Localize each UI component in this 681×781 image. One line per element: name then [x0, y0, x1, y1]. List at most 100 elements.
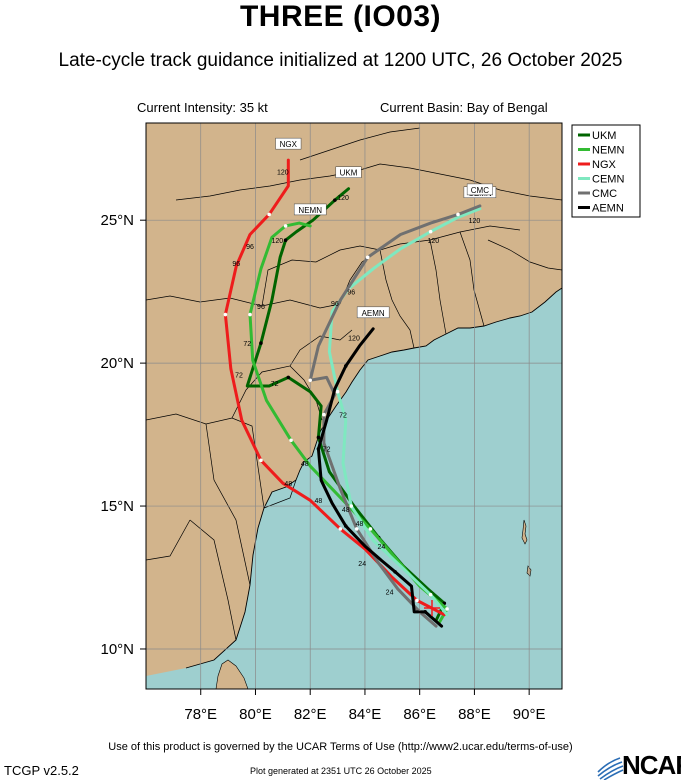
forecast-hour-label: 96 — [232, 261, 240, 268]
lat-tick-label: 20°N — [100, 355, 134, 372]
version-label: TCGP v2.5.2 — [4, 763, 79, 778]
andaman-islands — [521, 519, 532, 577]
coastline — [185, 287, 562, 669]
track-point — [428, 592, 433, 597]
legend-label: NGX — [592, 159, 617, 171]
track-point — [259, 458, 263, 463]
track-end-label-box — [356, 306, 390, 319]
track-point — [349, 504, 354, 508]
lat-lon-grid — [146, 123, 562, 689]
track-end-label: UKM — [340, 169, 358, 178]
track-end-label: NGX — [280, 140, 298, 149]
track-point — [415, 598, 419, 603]
forecast-hour-label: 96 — [257, 304, 265, 311]
ncar-logo-text: NCAR — [622, 750, 681, 780]
lon-tick-label: 88°E — [458, 706, 491, 723]
forecast-hour-label: 48 — [301, 461, 309, 468]
track-point — [267, 212, 271, 217]
legend-label: UKM — [592, 130, 616, 142]
terms-of-use: Use of this product is governed by the U… — [108, 741, 573, 753]
track-point — [322, 412, 326, 417]
track-point — [316, 435, 321, 440]
forecast-hour-label: 72 — [323, 447, 331, 454]
track-cmc — [308, 204, 482, 628]
forecast-hour-label: 120 — [277, 169, 289, 176]
track-aemn — [316, 327, 444, 628]
current-basin: Current Basin: Bay of Bengal — [380, 100, 548, 115]
track-point — [445, 607, 449, 611]
forecast-tracks — [223, 158, 482, 628]
lon-tick-label: 82°E — [294, 706, 327, 723]
track-point — [343, 364, 348, 368]
track-point — [368, 527, 373, 531]
forecast-hour-label: 96 — [246, 244, 254, 251]
legend: UKM NEMN NGX CEMN CMC AEMN — [571, 124, 641, 218]
map-frame — [145, 122, 563, 690]
forecast-hour-label: 96 — [347, 290, 355, 297]
track-point — [354, 527, 359, 531]
forecast-hour-label: 48 — [284, 481, 292, 488]
forecast-hour-label: 72 — [235, 372, 243, 379]
forecast-hour-label: 120 — [337, 195, 349, 202]
track-point — [428, 229, 433, 234]
track-end-label: NEMN — [298, 206, 322, 215]
track-point — [338, 527, 343, 531]
track-point — [423, 610, 427, 614]
forecast-hour-label: 120 — [348, 335, 360, 342]
forecast-hour-labels: 24 24 24 48 48 48 48 48 72 72 72 72 72 96 96 96 96 96 120 1… — [232, 169, 480, 596]
lat-tick-label: 25°N — [100, 212, 134, 229]
track-point — [283, 224, 288, 228]
lon-tick-label: 78°E — [184, 706, 217, 723]
track-cemn — [327, 207, 482, 617]
current-intensity: Current Intensity: 35 kt — [137, 100, 268, 115]
forecast-hour-label: 120 — [469, 218, 481, 225]
track-end-label: CMC — [471, 186, 489, 195]
track-point — [308, 378, 313, 383]
track-point — [248, 312, 252, 317]
lon-tick-label: 80°E — [239, 706, 272, 723]
lon-tick-label: 86°E — [403, 706, 436, 723]
page-subtitle: Late-cycle track guidance initialized at… — [58, 50, 623, 71]
sri-lanka — [215, 659, 249, 689]
track-end-label-box — [335, 166, 362, 178]
forecast-hour-label: 48 — [315, 498, 323, 505]
legend-label: CEMN — [592, 174, 624, 186]
track-point — [289, 438, 293, 443]
lat-tick-label: 15°N — [100, 498, 134, 515]
lon-tick-label: 84°E — [349, 706, 382, 723]
track-end-label-box — [466, 183, 493, 196]
track-point — [343, 524, 348, 528]
page-title: THREE (IO03) — [239, 0, 442, 33]
bay-of-bengal — [146, 288, 562, 689]
initial-position-marker — [424, 600, 440, 616]
track-point — [259, 341, 263, 345]
forecast-hour-label: 48 — [342, 507, 350, 514]
track-point — [333, 198, 337, 202]
lon-tick-label: 90°E — [513, 706, 546, 723]
forecast-hour-label: 24 — [377, 544, 385, 551]
track-end-label: AEMN — [362, 309, 385, 318]
track-point — [316, 447, 321, 451]
forecast-hour-label: 24 — [358, 561, 366, 568]
forecast-hour-label: 24 — [386, 590, 394, 597]
ncar-logo-icon — [597, 757, 624, 780]
track-point — [283, 238, 288, 243]
track-point — [286, 375, 291, 380]
forecast-hour-label: 72 — [271, 381, 279, 388]
legend-box — [571, 124, 641, 218]
forecast-hour-label: 72 — [243, 341, 251, 348]
forecast-hour-label: 72 — [339, 412, 347, 419]
forecast-hour-label: 120 — [272, 238, 284, 245]
generated-timestamp: Plot generated at 2351 UTC 26 October 20… — [250, 766, 432, 776]
legend-label: CMC — [592, 188, 617, 200]
track-end-label-box — [293, 203, 327, 216]
track-point — [456, 212, 460, 217]
lat-tick-label: 10°N — [100, 641, 134, 658]
track-point — [223, 312, 228, 317]
forecast-hour-label: 96 — [331, 301, 339, 308]
track-point — [393, 569, 397, 574]
legend-label: NEMN — [592, 145, 624, 157]
track-point — [335, 389, 340, 394]
